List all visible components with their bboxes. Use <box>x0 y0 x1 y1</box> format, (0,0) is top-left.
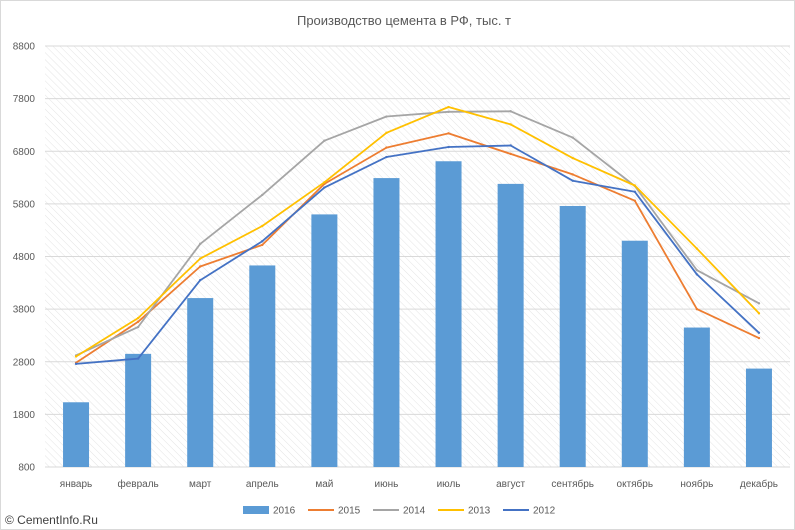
y-tick-label: 6800 <box>13 147 36 158</box>
point-2014-2 <box>199 242 202 246</box>
x-tick-label: сентябрь <box>551 478 594 490</box>
point-2014-11 <box>757 302 761 305</box>
point-2015-9 <box>633 199 636 202</box>
point-2012-2 <box>199 278 202 282</box>
bar-2016-6 <box>435 161 462 467</box>
legend-label-2012: 2012 <box>533 506 556 517</box>
point-2015-7 <box>509 152 512 156</box>
x-tick-label: ноябрь <box>680 478 713 490</box>
point-2015-10 <box>695 307 699 311</box>
point-2013-6 <box>447 105 450 109</box>
legend-label-2015: 2015 <box>338 506 361 517</box>
legend-label-2013: 2013 <box>468 506 491 517</box>
point-2013-0 <box>74 355 78 358</box>
point-2014-1 <box>136 325 140 329</box>
x-tick-label: июль <box>437 479 461 490</box>
point-2014-6 <box>447 110 450 113</box>
point-2014-5 <box>385 115 388 118</box>
y-tick-label: 7800 <box>13 94 36 105</box>
y-tick-label: 5800 <box>13 199 36 210</box>
x-tick-label: март <box>189 479 212 490</box>
point-2013-3 <box>261 224 264 228</box>
bar-2016-1 <box>125 353 152 467</box>
x-tick-label: апрель <box>246 479 279 490</box>
legend-label-2014: 2014 <box>403 506 426 517</box>
point-2013-10 <box>695 247 699 250</box>
x-axis-tick-labels: январь февраль март апрель май июнь июль август… <box>60 478 778 490</box>
point-2012-4 <box>323 186 326 189</box>
y-tick-label: 800 <box>18 463 35 474</box>
bar-2016-8 <box>559 205 586 468</box>
point-2014-10 <box>695 268 699 272</box>
point-2014-4 <box>323 139 326 142</box>
x-tick-label: июнь <box>375 479 399 490</box>
point-2012-5 <box>385 155 388 159</box>
point-2013-4 <box>323 181 326 184</box>
point-2015-6 <box>447 132 450 135</box>
bar-2016-0 <box>63 402 90 467</box>
watermark-text: © CementInfo.Ru <box>5 513 98 527</box>
point-2012-0 <box>74 362 78 366</box>
x-tick-label: январь <box>60 479 92 490</box>
point-2013-1 <box>136 316 140 320</box>
bar-2016-11 <box>745 368 772 467</box>
y-tick-label: 1800 <box>13 410 36 421</box>
point-2012-9 <box>633 190 636 193</box>
bar-2016-5 <box>373 178 400 467</box>
point-2015-3 <box>261 243 264 247</box>
line-series-2012 <box>75 144 760 365</box>
bars-2016 <box>63 161 772 468</box>
legend-swatch-2016 <box>243 506 269 514</box>
y-tick-label: 4800 <box>13 252 36 263</box>
bar-2016-2 <box>187 298 214 467</box>
point-2014-7 <box>509 110 512 113</box>
chart-title: Производство цемента в РФ, тыс. т <box>297 13 511 28</box>
lines <box>74 105 761 366</box>
x-tick-label: август <box>496 479 525 490</box>
y-tick-label: 3800 <box>13 305 36 316</box>
line-series-2015 <box>75 132 760 364</box>
y-axis-tick-labels: 800 1800 2800 3800 4800 5800 6800 7800 8800 <box>13 42 36 474</box>
line-series-2013 <box>75 106 760 358</box>
point-2013-8 <box>571 156 574 160</box>
x-tick-label: декабрь <box>740 478 778 490</box>
line-series-2014 <box>75 110 760 357</box>
point-2015-1 <box>136 320 140 323</box>
point-2013-9 <box>633 184 636 187</box>
legend: 2016 2015 2014 2013 2012 <box>243 506 556 517</box>
point-2012-10 <box>695 273 699 276</box>
bar-2016-10 <box>683 327 710 467</box>
point-2013-7 <box>509 123 512 126</box>
watermark: © CementInfo.Ru <box>5 513 98 527</box>
bar-2016-3 <box>249 265 276 467</box>
point-2015-11 <box>757 336 761 340</box>
point-2012-3 <box>261 240 264 243</box>
bar-2016-4 <box>311 214 338 467</box>
point-2012-8 <box>571 179 574 182</box>
legend-label-2016: 2016 <box>273 506 296 517</box>
point-2015-2 <box>199 265 202 268</box>
point-2012-1 <box>136 357 140 360</box>
x-tick-label: февраль <box>117 478 158 490</box>
point-2013-2 <box>199 257 202 260</box>
bar-2016-9 <box>621 240 648 467</box>
x-tick-label: май <box>315 479 333 490</box>
point-2014-8 <box>571 136 574 139</box>
point-2014-3 <box>261 193 264 197</box>
y-tick-label: 8800 <box>13 42 36 53</box>
point-2013-5 <box>385 131 388 135</box>
y-tick-label: 2800 <box>13 357 36 368</box>
point-2015-8 <box>571 173 574 176</box>
bar-2016-7 <box>497 183 524 467</box>
x-tick-label: октябрь <box>617 478 654 490</box>
point-2012-6 <box>447 145 450 149</box>
point-2015-5 <box>385 146 388 149</box>
point-2013-11 <box>757 312 761 315</box>
point-2012-11 <box>757 331 761 335</box>
point-2012-7 <box>509 144 512 147</box>
